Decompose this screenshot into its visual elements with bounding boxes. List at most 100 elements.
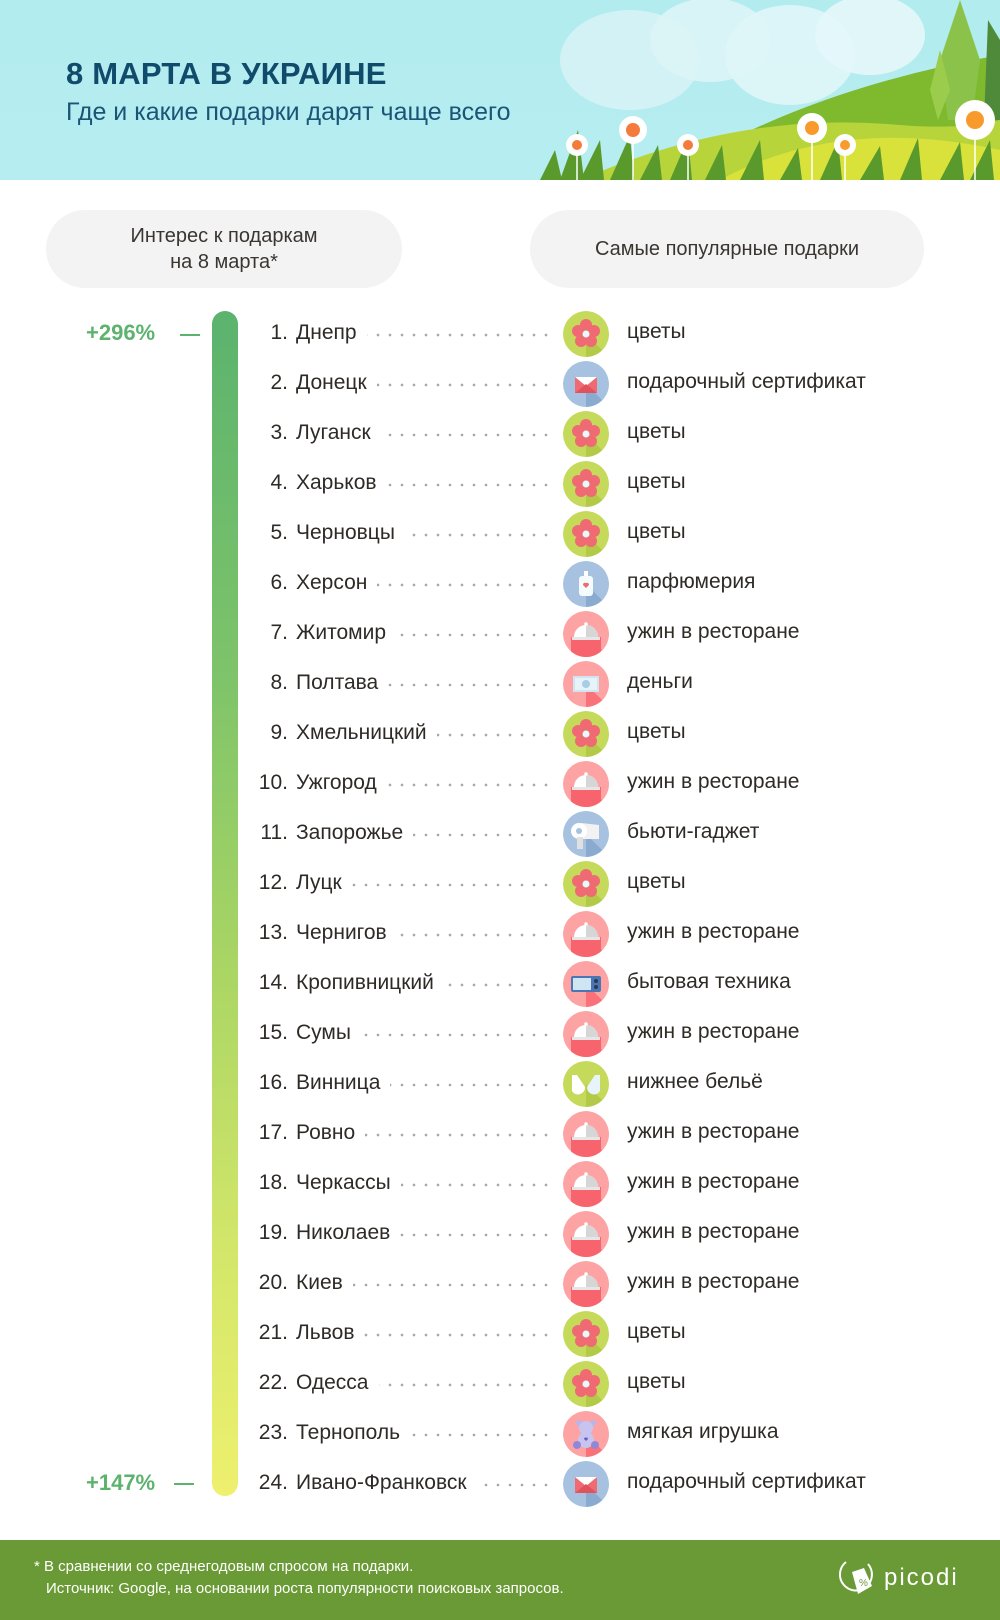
rank-number: 16. [258, 1071, 288, 1094]
dotted-leader [296, 1083, 552, 1087]
dotted-leader [296, 533, 552, 537]
city-name: Ивано-Франковск [296, 1471, 477, 1495]
gift-label: ужин в ресторане [627, 620, 800, 643]
table-row: 7. Житомир ужин в ресторане [0, 609, 1000, 659]
svg-text:%: % [859, 1578, 868, 1589]
scale-top-label: +296% [86, 320, 156, 345]
rank-number: 19. [258, 1221, 288, 1244]
city-name: Житомир [296, 621, 397, 645]
city-name: Черновцы [296, 521, 405, 545]
table-row: 4. Харьков цветы [0, 459, 1000, 509]
gift-label: мягкая игрушка [627, 1420, 779, 1443]
rank-number: 6. [270, 571, 288, 594]
dotted-leader [296, 483, 552, 487]
footer: * В сравнении со среднегодовым спросом н… [0, 1540, 1000, 1620]
rank-number: 9. [270, 721, 288, 744]
rank-number: 14. [258, 971, 288, 994]
city-name: Запорожье [296, 821, 414, 845]
gift-label: цветы [627, 470, 686, 493]
table-row: 3. Луганск цветы [0, 409, 1000, 459]
table-row: 20. Киев ужин в ресторане [0, 1259, 1000, 1309]
dotted-leader [296, 1433, 552, 1437]
city-name: Винница [296, 1071, 391, 1095]
rank-number: 21. [258, 1321, 288, 1344]
dotted-leader [296, 1033, 552, 1037]
gift-label: подарочный сертификат [627, 1470, 866, 1493]
price-tag-icon: % [838, 1561, 873, 1594]
table-row: 9. Хмельницкий цветы [0, 709, 1000, 759]
city-name: Черкассы [296, 1171, 401, 1195]
city-name: Кропивницкий [296, 971, 444, 995]
envelope-icon [563, 1461, 609, 1507]
cloche-icon [563, 911, 609, 957]
cloche-icon [563, 611, 609, 657]
city-name: Одесса [296, 1371, 379, 1395]
interest-header-line1: Интерес к подаркам [130, 225, 318, 247]
rank-number: 4. [270, 471, 288, 494]
bra-icon [563, 1061, 609, 1107]
dotted-leader [296, 633, 552, 637]
source-note: Источник: Google, на основании роста поп… [46, 1580, 564, 1597]
city-name: Полтава [296, 671, 389, 695]
gift-label: цветы [627, 320, 686, 343]
city-name: Чернигов [296, 921, 397, 945]
rank-number: 18. [258, 1171, 288, 1194]
gift-label: парфюмерия [627, 570, 756, 593]
microwave-icon [563, 961, 609, 1007]
dotted-leader [296, 1333, 552, 1337]
rank-number: 20. [258, 1271, 288, 1294]
cloche-icon [563, 1211, 609, 1257]
table-row: 6. Херсон парфюмерия [0, 559, 1000, 609]
dotted-leader [296, 933, 552, 937]
table-row: 23. Тернополь мягкая игрушка [0, 1409, 1000, 1459]
gift-label: ужин в ресторане [627, 920, 800, 943]
table-row: 22. Одесса цветы [0, 1359, 1000, 1409]
page-title: 8 МАРТА В УКРАИНЕ [66, 56, 387, 91]
table-row: 16. Винница нижнее бельё [0, 1059, 1000, 1109]
gifts-column-header: Самые популярные подарки [530, 210, 924, 288]
city-name: Николаев [296, 1221, 401, 1245]
daisy-icons [566, 100, 995, 180]
dotted-leader [296, 783, 552, 787]
gift-label: ужин в ресторане [627, 1020, 800, 1043]
teddy-bear-icon [563, 1411, 609, 1457]
table-row: 17. Ровно ужин в ресторане [0, 1109, 1000, 1159]
logo-text: picodi [884, 1564, 959, 1591]
footnote: * В сравнении со среднегодовым спросом н… [34, 1558, 414, 1575]
rank-number: 5. [270, 521, 288, 544]
city-name: Луцк [296, 871, 352, 895]
flower-icon [563, 711, 609, 757]
gift-label: цветы [627, 420, 686, 443]
money-icon [563, 661, 609, 707]
dotted-leader [296, 433, 552, 437]
interest-column-header: Интерес к подаркам на 8 марта* [46, 210, 402, 288]
cloche-icon [563, 1261, 609, 1307]
table-row: 8. Полтава деньги [0, 659, 1000, 709]
perfume-icon [563, 561, 609, 607]
rank-number: 24. [258, 1471, 288, 1494]
picodi-logo: % picodi [838, 1556, 959, 1600]
table-row: 14. Кропивницкий бытовая техника [0, 959, 1000, 1009]
gift-label: деньги [627, 670, 693, 693]
table-row: 19. Николаев ужин в ресторане [0, 1209, 1000, 1259]
rank-number: 1. [270, 321, 288, 344]
table-row: 10. Ужгород ужин в ресторане [0, 759, 1000, 809]
header-banner: 8 МАРТА В УКРАИНЕ Где и какие подарки да… [0, 0, 1000, 180]
cloche-icon [563, 1111, 609, 1157]
envelope-icon [563, 361, 609, 407]
gift-label: ужин в ресторане [627, 1120, 800, 1143]
dotted-leader [296, 383, 552, 387]
rank-number: 12. [258, 871, 288, 894]
city-name: Херсон [296, 571, 378, 595]
table-row: 21. Львов цветы [0, 1309, 1000, 1359]
gift-label: ужин в ресторане [627, 1170, 800, 1193]
page-subtitle: Где и какие подарки дарят чаще всего [66, 98, 511, 126]
dotted-leader [296, 1133, 552, 1137]
gift-label: подарочный сертификат [627, 370, 866, 393]
gift-label: цветы [627, 520, 686, 543]
gift-label: цветы [627, 720, 686, 743]
gift-label: цветы [627, 1370, 686, 1393]
city-name: Киев [296, 1271, 353, 1295]
dotted-leader [296, 333, 552, 337]
rank-number: 17. [258, 1121, 288, 1144]
